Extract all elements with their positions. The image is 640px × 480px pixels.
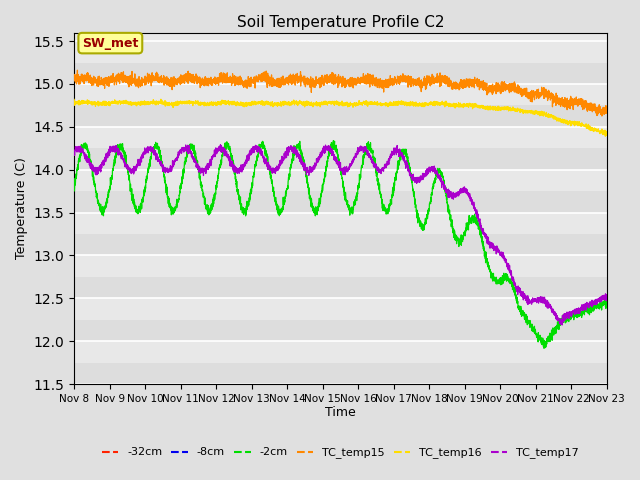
Bar bbox=[74, 62, 607, 84]
X-axis label: Time: Time bbox=[325, 407, 356, 420]
Legend: -32cm, -8cm, -2cm, TC_temp15, TC_temp16, TC_temp17: -32cm, -8cm, -2cm, TC_temp15, TC_temp16,… bbox=[97, 443, 584, 463]
Bar bbox=[74, 191, 607, 213]
Y-axis label: Temperature (C): Temperature (C) bbox=[15, 157, 28, 259]
Title: Soil Temperature Profile C2: Soil Temperature Profile C2 bbox=[237, 15, 444, 30]
Bar bbox=[74, 362, 607, 384]
Bar bbox=[74, 234, 607, 255]
Bar bbox=[74, 148, 607, 170]
Text: SW_met: SW_met bbox=[82, 36, 138, 49]
Bar bbox=[74, 277, 607, 298]
Bar bbox=[74, 320, 607, 341]
Bar bbox=[74, 106, 607, 127]
